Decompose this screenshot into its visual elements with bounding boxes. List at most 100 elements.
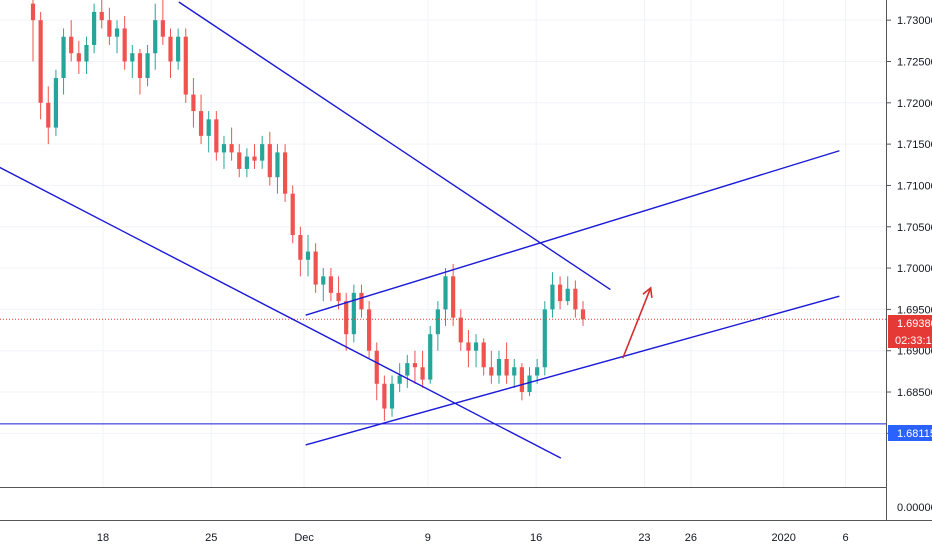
candle-body: [183, 36, 188, 95]
candle-body: [153, 20, 158, 54]
candle-body: [237, 152, 242, 169]
time-tick-label: 9: [425, 532, 431, 544]
candle-body: [114, 28, 120, 37]
candle-body: [221, 144, 227, 153]
candle-body: [580, 309, 586, 320]
candle-body: [389, 383, 395, 409]
candle-body: [107, 20, 112, 37]
candle-body: [76, 53, 81, 62]
candle-body: [130, 53, 135, 62]
time-tick-label: 16: [530, 532, 542, 544]
candle-body: [451, 276, 456, 318]
candle-body: [435, 309, 440, 335]
candle-body: [535, 367, 540, 376]
candle-body: [298, 235, 303, 260]
time-tick-label: 2020: [771, 532, 795, 544]
candle-body: [275, 152, 280, 178]
price-tick-label: 1.71000: [897, 180, 932, 192]
price-tick-label: 1.72500: [897, 56, 932, 68]
candle-body: [198, 111, 204, 136]
time-axis[interactable]: 18 25 Dec 9 16 23 26 2020 6: [97, 532, 849, 544]
candle-body: [30, 3, 36, 21]
candle-body: [305, 251, 311, 260]
candle-body: [466, 342, 471, 351]
time-tick-label: 25: [205, 532, 217, 544]
candle-body: [53, 78, 59, 128]
candle-body: [550, 284, 555, 310]
candle-body: [374, 350, 379, 384]
arrow-head: [642, 286, 653, 298]
candle-body: [313, 251, 318, 285]
price-tick-label: 1.71500: [897, 139, 932, 151]
candle-body: [397, 375, 402, 384]
bar-countdown: 02:33:14: [895, 335, 932, 347]
candle-body: [443, 276, 448, 310]
candle-body: [473, 342, 479, 351]
candle-body: [260, 144, 265, 161]
candle-body: [46, 102, 51, 128]
candle-body: [252, 156, 257, 161]
time-tick-label: 6: [842, 532, 848, 544]
candle-body: [382, 383, 387, 409]
candle-body: [214, 119, 219, 153]
candle-body: [512, 367, 517, 376]
candle-body: [321, 276, 326, 285]
level-value: 1.68115: [897, 428, 932, 440]
candle-body: [565, 288, 570, 302]
level-badge: 1.68115: [888, 425, 932, 441]
candle-body: [527, 375, 532, 393]
trend-line: [305, 150, 840, 316]
chart-grid: [0, 0, 886, 487]
lower-pane-price-tick: 0.00000: [897, 502, 932, 514]
candle-body: [336, 292, 341, 302]
candle-body: [244, 156, 249, 169]
candle-body: [542, 309, 547, 368]
candle-body: [99, 11, 104, 21]
price-tick-label: 1.72000: [897, 98, 932, 110]
candle-body: [145, 53, 150, 79]
candle-body: [351, 292, 356, 335]
candle-body: [191, 94, 196, 112]
candle-body: [412, 363, 418, 368]
candle-body: [428, 334, 433, 380]
price-tick-label: 1.69500: [897, 304, 932, 316]
candle-body: [420, 367, 425, 380]
candle-body: [206, 119, 211, 136]
drawing-tools: [0, 1, 886, 459]
time-tick-label: 18: [97, 532, 109, 544]
candle-body: [229, 144, 234, 153]
candle-body: [504, 358, 509, 376]
candle-body: [328, 276, 334, 293]
candle-body: [489, 367, 494, 376]
candle-body: [38, 20, 43, 103]
candle-body: [168, 36, 173, 62]
trend-line: [305, 295, 840, 446]
time-tick-label: 23: [638, 532, 650, 544]
candle-body: [176, 36, 181, 62]
candle-body: [573, 288, 578, 310]
arrow-shaft: [622, 287, 652, 359]
candle-body: [344, 301, 349, 335]
price-tick-label: 1.73000: [897, 15, 932, 27]
candle-body: [122, 28, 127, 62]
candle-body: [481, 342, 486, 368]
candle-body: [458, 317, 463, 343]
candle-body: [557, 284, 563, 302]
candle-body: [267, 144, 272, 178]
trend-line: [0, 166, 562, 459]
candle-body: [160, 20, 165, 37]
time-tick-label: Dec: [294, 532, 314, 544]
time-tick-label: 26: [685, 532, 697, 544]
price-axis[interactable]: 1.73000 1.72500 1.72000 1.71500 1.71000 1.705…: [886, 15, 932, 440]
candle-body: [367, 309, 372, 351]
candle-body: [92, 11, 97, 45]
candle-body: [282, 152, 288, 194]
candle-body: [405, 363, 410, 376]
candle-body: [496, 358, 502, 376]
candle-body: [359, 292, 364, 310]
candlestick-series: [30, 0, 586, 421]
